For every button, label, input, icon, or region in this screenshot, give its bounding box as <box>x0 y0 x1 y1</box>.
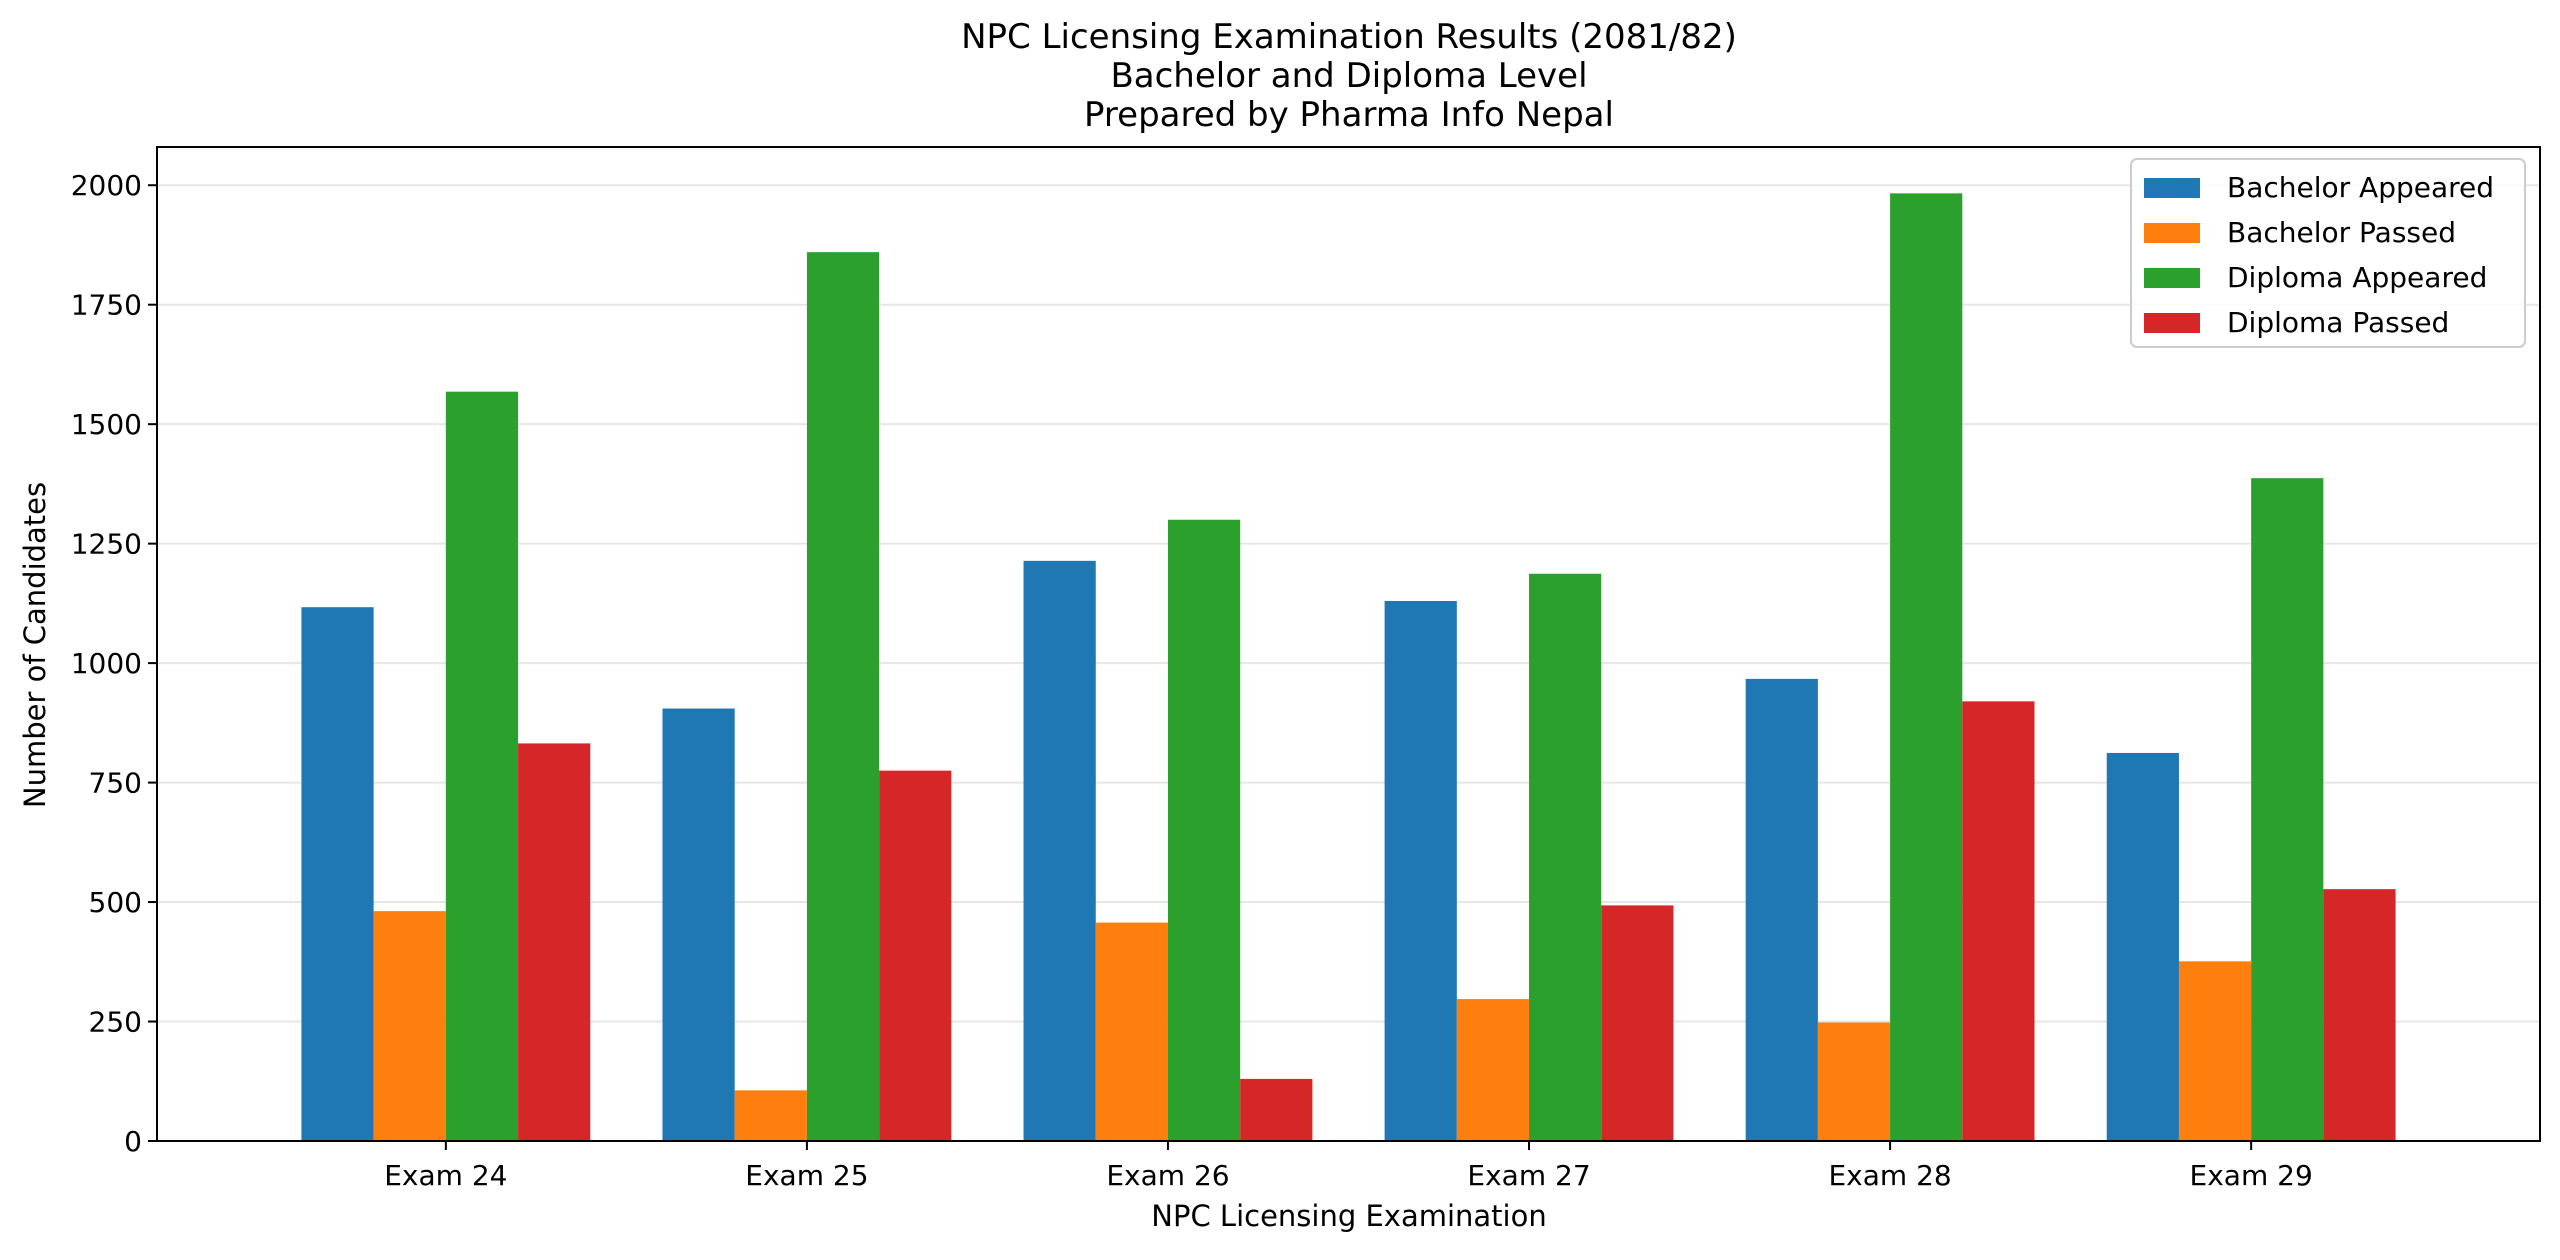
x-tick-label-exam-24: Exam 24 <box>384 1159 507 1192</box>
bar-bachelor-appeared-exam-28 <box>1745 678 1818 1141</box>
bar-diploma-passed-exam-25 <box>879 770 952 1141</box>
bar-diploma-appeared-exam-25 <box>806 252 880 1141</box>
x-tick-label-exam-29: Exam 29 <box>2190 1159 2313 1192</box>
legend-box <box>2130 158 2526 348</box>
bar-bachelor-passed-exam-27 <box>1456 999 1530 1141</box>
y-tick-label-750: 750 <box>89 767 142 800</box>
bar-diploma-passed-exam-28 <box>1962 701 2035 1141</box>
legend-label-diploma-appeared: Diploma Appeared <box>2227 261 2487 294</box>
legend-label-diploma-passed: Diploma Passed <box>2227 306 2449 339</box>
x-tick-label-exam-27: Exam 27 <box>1467 1159 1590 1192</box>
y-axis-ticks: 0 250 500 750 1000 1250 1500 1750 2000 <box>71 169 157 1158</box>
bar-bachelor-passed-exam-24 <box>373 911 446 1141</box>
legend-label-bachelor-appeared: Bachelor Appeared <box>2227 171 2494 204</box>
legend-swatch-diploma-appeared <box>2144 268 2200 288</box>
chart-title: NPC Licensing Examination Results (2081/… <box>961 17 1737 135</box>
bar-diploma-appeared-exam-27 <box>1529 573 1602 1141</box>
x-tick-label-exam-26: Exam 26 <box>1106 1159 1229 1192</box>
bar-bachelor-appeared-exam-25 <box>662 708 735 1141</box>
bar-bachelor-appeared-exam-26 <box>1023 560 1096 1141</box>
bar-bachelor-appeared-exam-27 <box>1384 600 1457 1141</box>
y-tick-label-2000: 2000 <box>71 169 142 202</box>
bar-diploma-passed-exam-29 <box>2323 889 2396 1141</box>
bar-diploma-appeared-exam-26 <box>1167 519 1241 1141</box>
legend-swatch-diploma-passed <box>2144 313 2200 333</box>
bar-diploma-passed-exam-26 <box>1240 1078 1313 1141</box>
y-tick-label-1250: 1250 <box>71 528 142 561</box>
bar-bachelor-passed-exam-29 <box>2178 961 2252 1141</box>
legend-swatch-bachelor-passed <box>2144 223 2200 243</box>
legend-swatch-bachelor-appeared <box>2144 178 2200 198</box>
bar-bachelor-passed-exam-26 <box>1095 922 1168 1141</box>
bar-diploma-appeared-exam-24 <box>445 391 519 1142</box>
y-tick-label-1000: 1000 <box>71 647 142 680</box>
bar-diploma-appeared-exam-28 <box>1890 193 1963 1142</box>
bar-diploma-appeared-exam-29 <box>2251 478 2324 1141</box>
x-tick-label-exam-25: Exam 25 <box>745 1159 868 1192</box>
bar-diploma-passed-exam-24 <box>518 743 591 1141</box>
y-tick-label-1500: 1500 <box>71 408 142 441</box>
bar-diploma-passed-exam-27 <box>1601 905 1674 1141</box>
bar-bachelor-appeared-exam-24 <box>301 607 374 1141</box>
y-tick-label-250: 250 <box>89 1006 142 1039</box>
y-axis-label: Number of Candidates <box>18 482 52 808</box>
chart-title-line-2: Bachelor and Diploma Level <box>1110 56 1587 96</box>
bars <box>301 193 2396 1142</box>
x-tick-label-exam-28: Exam 28 <box>1828 1159 1951 1192</box>
plot-area-frame <box>156 146 2541 1142</box>
y-tick-label-500: 500 <box>89 886 142 919</box>
x-axis-label: NPC Licensing Examination <box>1151 1199 1546 1233</box>
bar-bachelor-appeared-exam-29 <box>2106 752 2179 1141</box>
chart-title-line-1: NPC Licensing Examination Results (2081/… <box>961 17 1737 57</box>
legend-label-bachelor-passed: Bachelor Passed <box>2227 216 2456 249</box>
axes <box>156 146 2541 1142</box>
x-axis-ticks: Exam 24 Exam 25 Exam 26 Exam 27 Exam 28 Exam … <box>384 1141 2313 1192</box>
chart-title-line-3: Prepared by Pharma Info Nepal <box>1084 95 1614 135</box>
y-tick-label-1750: 1750 <box>71 289 142 322</box>
y-tick-label-0: 0 <box>124 1125 142 1158</box>
bar-bachelor-passed-exam-28 <box>1817 1022 1891 1141</box>
legend: Bachelor Appeared Bachelor Passed Diploma … <box>2130 158 2526 348</box>
bar-bachelor-passed-exam-25 <box>734 1090 807 1141</box>
